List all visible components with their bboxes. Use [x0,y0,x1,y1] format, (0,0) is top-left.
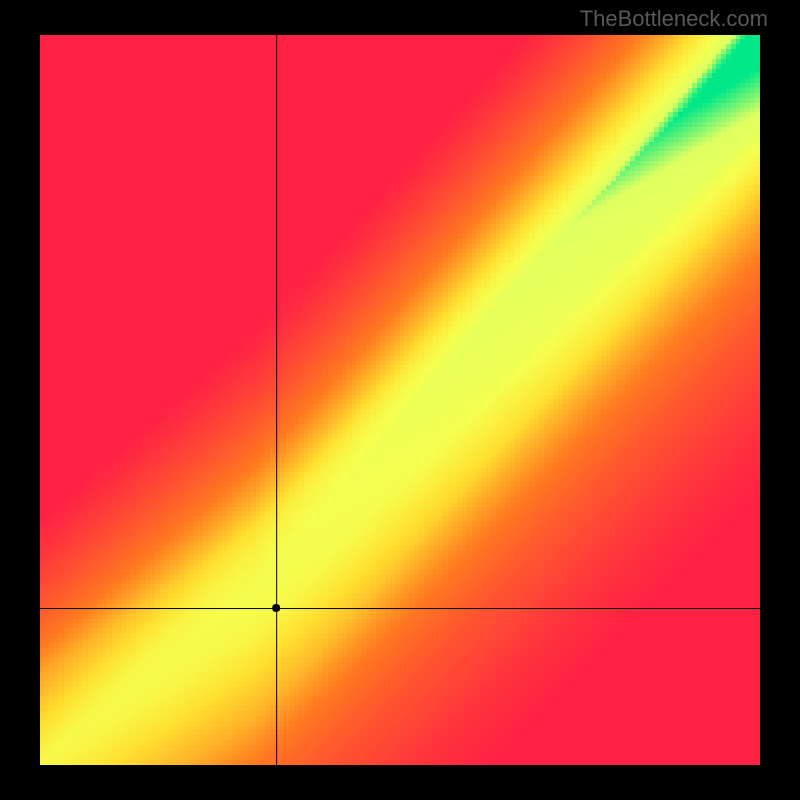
heatmap-canvas [40,35,760,765]
attribution-text: TheBottleneck.com [580,6,768,32]
chart-container: TheBottleneck.com [0,0,800,800]
heatmap-plot [40,35,760,765]
